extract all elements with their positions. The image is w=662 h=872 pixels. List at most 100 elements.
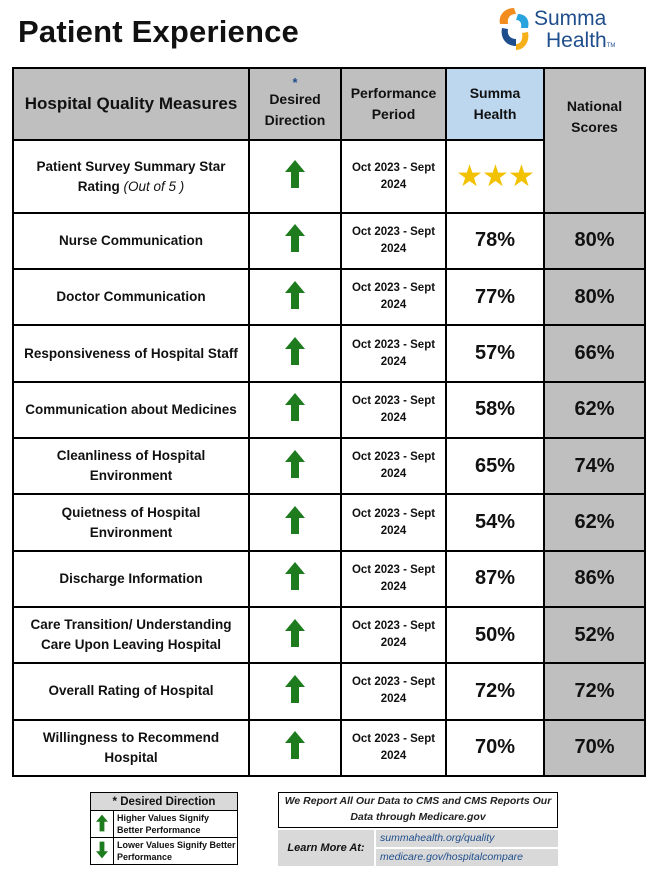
up-arrow-icon xyxy=(285,449,305,478)
header-period: Performance Period xyxy=(340,66,447,142)
quality-link[interactable]: summahealth.org/quality xyxy=(376,830,558,847)
up-arrow-icon xyxy=(285,618,305,647)
report-box: We Report All Our Data to CMS and CMS Re… xyxy=(278,792,558,867)
national-score: 66% xyxy=(543,324,646,383)
period-line2: 2024 xyxy=(380,637,407,650)
header-national: National Scores xyxy=(543,67,646,213)
measure-name: Care Transition/ Understanding Care Upon… xyxy=(30,617,232,653)
period-line1: Oct 2023 - Sept xyxy=(351,282,436,295)
measure-note: (Out of 5 ) xyxy=(123,178,185,194)
period-line1: Oct 2023 - Sept xyxy=(351,338,436,351)
measure-cell: Communication about Medicines xyxy=(12,380,250,440)
hospital-compare-link[interactable]: medicare.gov/hospitalcompare xyxy=(376,849,558,866)
period-cell: Oct 2023 - Sept 2024 xyxy=(340,662,447,721)
up-arrow-icon xyxy=(285,562,305,591)
up-arrow-icon xyxy=(285,280,305,309)
down-arrow-icon xyxy=(96,841,108,859)
up-arrow-icon xyxy=(96,814,108,832)
measure-name: Communication about Medicines xyxy=(25,401,237,417)
period-cell: Oct 2023 - Sept 2024 xyxy=(340,380,447,440)
up-arrow-icon xyxy=(285,731,305,760)
legend-down-cell xyxy=(90,837,114,865)
national-score: 86% xyxy=(543,549,646,609)
direction-cell xyxy=(248,662,342,721)
header-direction-label: Desired Direction xyxy=(264,91,326,129)
up-arrow-icon xyxy=(285,160,305,189)
measure-cell: Care Transition/ Understanding Care Upon… xyxy=(12,605,250,665)
legend-title: * Desired Direction xyxy=(90,792,238,811)
direction-cell xyxy=(248,268,342,327)
up-arrow-icon xyxy=(285,337,305,366)
summa-score: 54% xyxy=(445,493,545,552)
measure-cell: Responsiveness of Hospital Staff xyxy=(12,324,250,383)
national-score: 72% xyxy=(543,662,646,721)
measure-name: Nurse Communication xyxy=(58,232,204,248)
period-line2: 2024 xyxy=(380,580,407,593)
page-title: Patient Experience xyxy=(18,14,299,49)
measure-name: Discharge Information xyxy=(59,570,203,586)
measure-name: Willingness to Recommend Hospital xyxy=(42,729,220,765)
period-line2: 2024 xyxy=(380,411,407,424)
period-line2: 2024 xyxy=(380,524,407,537)
period-line1: Oct 2023 - Sept xyxy=(351,394,436,407)
period-cell: Oct 2023 - Sept 2024 xyxy=(340,437,447,496)
logo-line2: Health xyxy=(546,29,607,52)
period-line2: 2024 xyxy=(380,178,407,191)
period-cell: Oct 2023 - Sept 2024 xyxy=(340,139,447,214)
measure-cell: Discharge Information xyxy=(12,549,250,609)
measure-name: Cleanliness of Hospital Environment xyxy=(56,448,206,484)
measure-cell: Patient Survey Summary Star Rating (Out … xyxy=(12,139,250,214)
direction-cell xyxy=(248,139,342,214)
logo-wordmark: Summa HealthTM xyxy=(534,8,615,57)
table-row: Communication about Medicines Oct 2023 - … xyxy=(12,380,646,440)
up-arrow-icon xyxy=(285,224,305,253)
summa-logo-icon xyxy=(499,8,529,50)
measure-cell: Doctor Communication xyxy=(12,268,250,327)
national-score: 70% xyxy=(543,718,646,778)
up-arrow-icon xyxy=(285,506,305,535)
direction-cell xyxy=(248,718,342,778)
summa-score: 72% xyxy=(445,662,545,721)
measure-name: Overall Rating of Hospital xyxy=(48,683,214,699)
period-line2: 2024 xyxy=(380,693,407,706)
table-row: Discharge Information Oct 2023 - Sept 2024… xyxy=(12,549,646,609)
logo-line1: Summa xyxy=(534,7,607,30)
national-score: 80% xyxy=(543,268,646,327)
period-line1: Oct 2023 - Sept xyxy=(351,451,436,464)
report-text: We Report All Our Data to CMS and CMS Re… xyxy=(278,792,558,828)
period-cell: Oct 2023 - Sept 2024 xyxy=(340,211,447,271)
period-cell: Oct 2023 - Sept 2024 xyxy=(340,549,447,609)
measure-cell: Nurse Communication xyxy=(12,211,250,271)
table-row: Willingness to Recommend Hospital Oct 202… xyxy=(12,718,646,778)
period-line1: Oct 2023 - Sept xyxy=(351,507,436,520)
summa-score: 65% xyxy=(445,437,545,496)
table-row: Quietness of Hospital Environment Oct 202… xyxy=(12,493,646,552)
period-cell: Oct 2023 - Sept 2024 xyxy=(340,605,447,665)
header-measure: Hospital Quality Measures xyxy=(12,66,250,142)
up-arrow-icon xyxy=(285,674,305,703)
table-row: Nurse Communication Oct 2023 - Sept 2024 78… xyxy=(12,211,646,271)
up-arrow-icon xyxy=(285,393,305,422)
direction-cell xyxy=(248,437,342,496)
star-rating: ★★★ xyxy=(445,139,545,214)
direction-legend: * Desired Direction Higher Values Signif… xyxy=(90,792,238,865)
table-row: Patient Survey Summary Star Rating (Out … xyxy=(12,139,645,214)
national-score: 52% xyxy=(543,605,646,665)
national-score: 74% xyxy=(543,437,646,496)
table-header-row: Hospital Quality Measures * Desired Dire… xyxy=(12,66,646,213)
table-row: Care Transition/ Understanding Care Upon… xyxy=(12,605,646,665)
period-line2: 2024 xyxy=(380,355,407,368)
direction-cell xyxy=(248,605,342,665)
summa-score: 57% xyxy=(445,324,545,383)
summa-score: 87% xyxy=(445,549,545,609)
national-score: 62% xyxy=(543,380,646,440)
learn-more-label: Learn More At: xyxy=(278,830,374,866)
direction-cell xyxy=(248,549,342,609)
measure-cell: Willingness to Recommend Hospital xyxy=(12,718,250,778)
period-cell: Oct 2023 - Sept 2024 xyxy=(340,718,447,778)
period-line1: Oct 2023 - Sept xyxy=(351,620,436,633)
summa-score: 77% xyxy=(445,268,545,327)
measure-cell: Cleanliness of Hospital Environment xyxy=(12,437,250,496)
period-line1: Oct 2023 - Sept xyxy=(351,161,436,174)
summa-health-logo[interactable]: Summa HealthTM xyxy=(494,2,644,62)
